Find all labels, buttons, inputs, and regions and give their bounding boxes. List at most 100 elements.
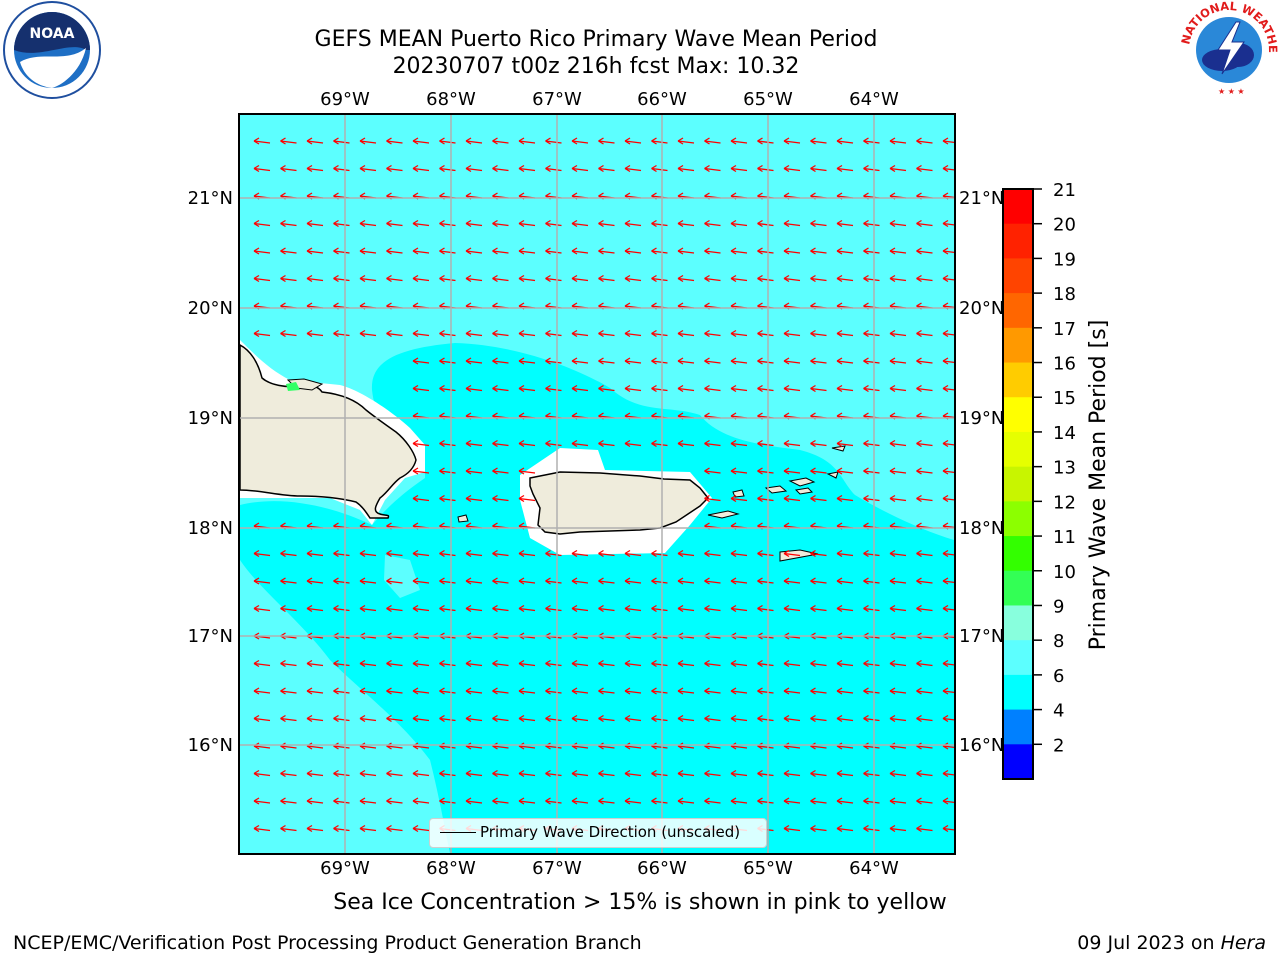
wave-arrow [253, 769, 271, 778]
colorbar-tick-label: 14 [1053, 423, 1076, 444]
wave-arrow [280, 274, 297, 283]
wave-arrow [730, 494, 748, 503]
wave-arrow [889, 137, 907, 145]
wave-arrow [571, 247, 589, 255]
vieques-island [707, 510, 740, 519]
wave-arrow [465, 137, 483, 145]
lat-label-right-19n: 19°N [959, 408, 1004, 429]
wave-arrow [545, 659, 562, 668]
wave-arrow [651, 549, 668, 558]
wave-arrow [942, 494, 954, 503]
wave-arrow [730, 769, 748, 778]
wave-arrow [810, 824, 827, 833]
wave-arrow [545, 247, 562, 255]
wave-arrow [677, 247, 695, 255]
wave-arrow [810, 357, 827, 365]
colorbar-tick-label: 11 [1053, 527, 1076, 548]
colorbar-block [1003, 570, 1033, 606]
grid-lines [240, 115, 954, 853]
wave-arrow [492, 769, 509, 778]
wave-arrow [386, 769, 403, 778]
wave-arrow [306, 577, 324, 585]
wave-arrow [439, 329, 456, 338]
wave-arrow [412, 467, 430, 475]
wave-arrow [280, 714, 297, 723]
wave-arrow [889, 384, 907, 393]
wave-arrow [757, 549, 774, 558]
wave-arrow [704, 494, 721, 503]
wave-arrow [783, 357, 801, 365]
wave-arrow [412, 219, 430, 228]
wave-arrow [889, 797, 907, 805]
wave-arrow [677, 439, 695, 448]
wave-arrow [598, 384, 615, 393]
colorbar-tick-label: 18 [1053, 284, 1076, 305]
wave-arrow [651, 797, 668, 805]
wave-arrow [359, 274, 377, 283]
wave-arrow [306, 659, 324, 668]
wave-arrow [545, 769, 562, 778]
wave-arrow [783, 164, 801, 173]
wave-arrow [757, 164, 774, 173]
wave-arrow [492, 687, 509, 695]
wave-arrow [889, 549, 907, 558]
wave-arrow [889, 494, 907, 503]
wave-arrow [916, 769, 933, 778]
wave-arrow [518, 604, 536, 613]
colorbar-block [1003, 397, 1033, 433]
wave-arrow [730, 604, 748, 613]
wave-arrow [942, 357, 954, 365]
footer-date: 09 Jul 2023 on Hera [1077, 932, 1266, 954]
wave-arrow [757, 439, 774, 448]
wave-arrow [757, 687, 774, 695]
wave-arrow [863, 439, 880, 448]
wave-arrow [306, 329, 324, 338]
wave-arrow [359, 769, 377, 778]
lat-label-right-18n: 18°N [959, 518, 1004, 539]
wave-arrow [730, 467, 748, 475]
wave-arrow [545, 797, 562, 805]
lon-label-bottom-66w: 66°W [637, 858, 687, 879]
wave-arrow [730, 549, 748, 558]
wave-arrow [280, 824, 297, 833]
wave-arrow [942, 439, 954, 448]
wave-arrow [863, 137, 880, 145]
wave-arrow [863, 494, 880, 503]
wave-arrow [439, 769, 456, 778]
wave-arrow [439, 164, 456, 173]
wave-arrow [518, 384, 536, 393]
wave-arrow [412, 384, 430, 393]
wave-arrow [889, 714, 907, 723]
wave-arrow [386, 164, 403, 173]
wave-arrow [333, 714, 350, 723]
colorbar-tick-label: 12 [1053, 492, 1076, 513]
wave-arrow [783, 769, 801, 778]
wave-arrow [412, 604, 430, 613]
wave-arrow [306, 797, 324, 805]
wave-arrow [783, 797, 801, 805]
wave-arrow [810, 769, 827, 778]
wave-arrow [518, 769, 536, 778]
wave-arrow [465, 439, 483, 448]
wave-arrow [916, 164, 933, 173]
wave-arrow [492, 797, 509, 805]
wave-arrow [412, 274, 430, 283]
wave-arrow [889, 659, 907, 668]
wave-arrow [704, 357, 721, 365]
wave-arrow [863, 714, 880, 723]
wave-arrow [836, 164, 854, 173]
wave-arrow [810, 577, 827, 585]
wave-arrow [704, 137, 721, 145]
wave-arrow [916, 219, 933, 228]
wave-arrow [598, 604, 615, 613]
colorbar-tick-label: 10 [1053, 562, 1076, 583]
colorbar-block [1003, 536, 1033, 572]
wave-arrow [757, 329, 774, 338]
wave-arrow [253, 329, 271, 338]
wave-arrow [439, 467, 456, 475]
wave-direction-arrows [253, 137, 954, 833]
wave-arrow [651, 439, 668, 448]
wave-arrow [624, 164, 642, 173]
wave-arrow [465, 467, 483, 475]
